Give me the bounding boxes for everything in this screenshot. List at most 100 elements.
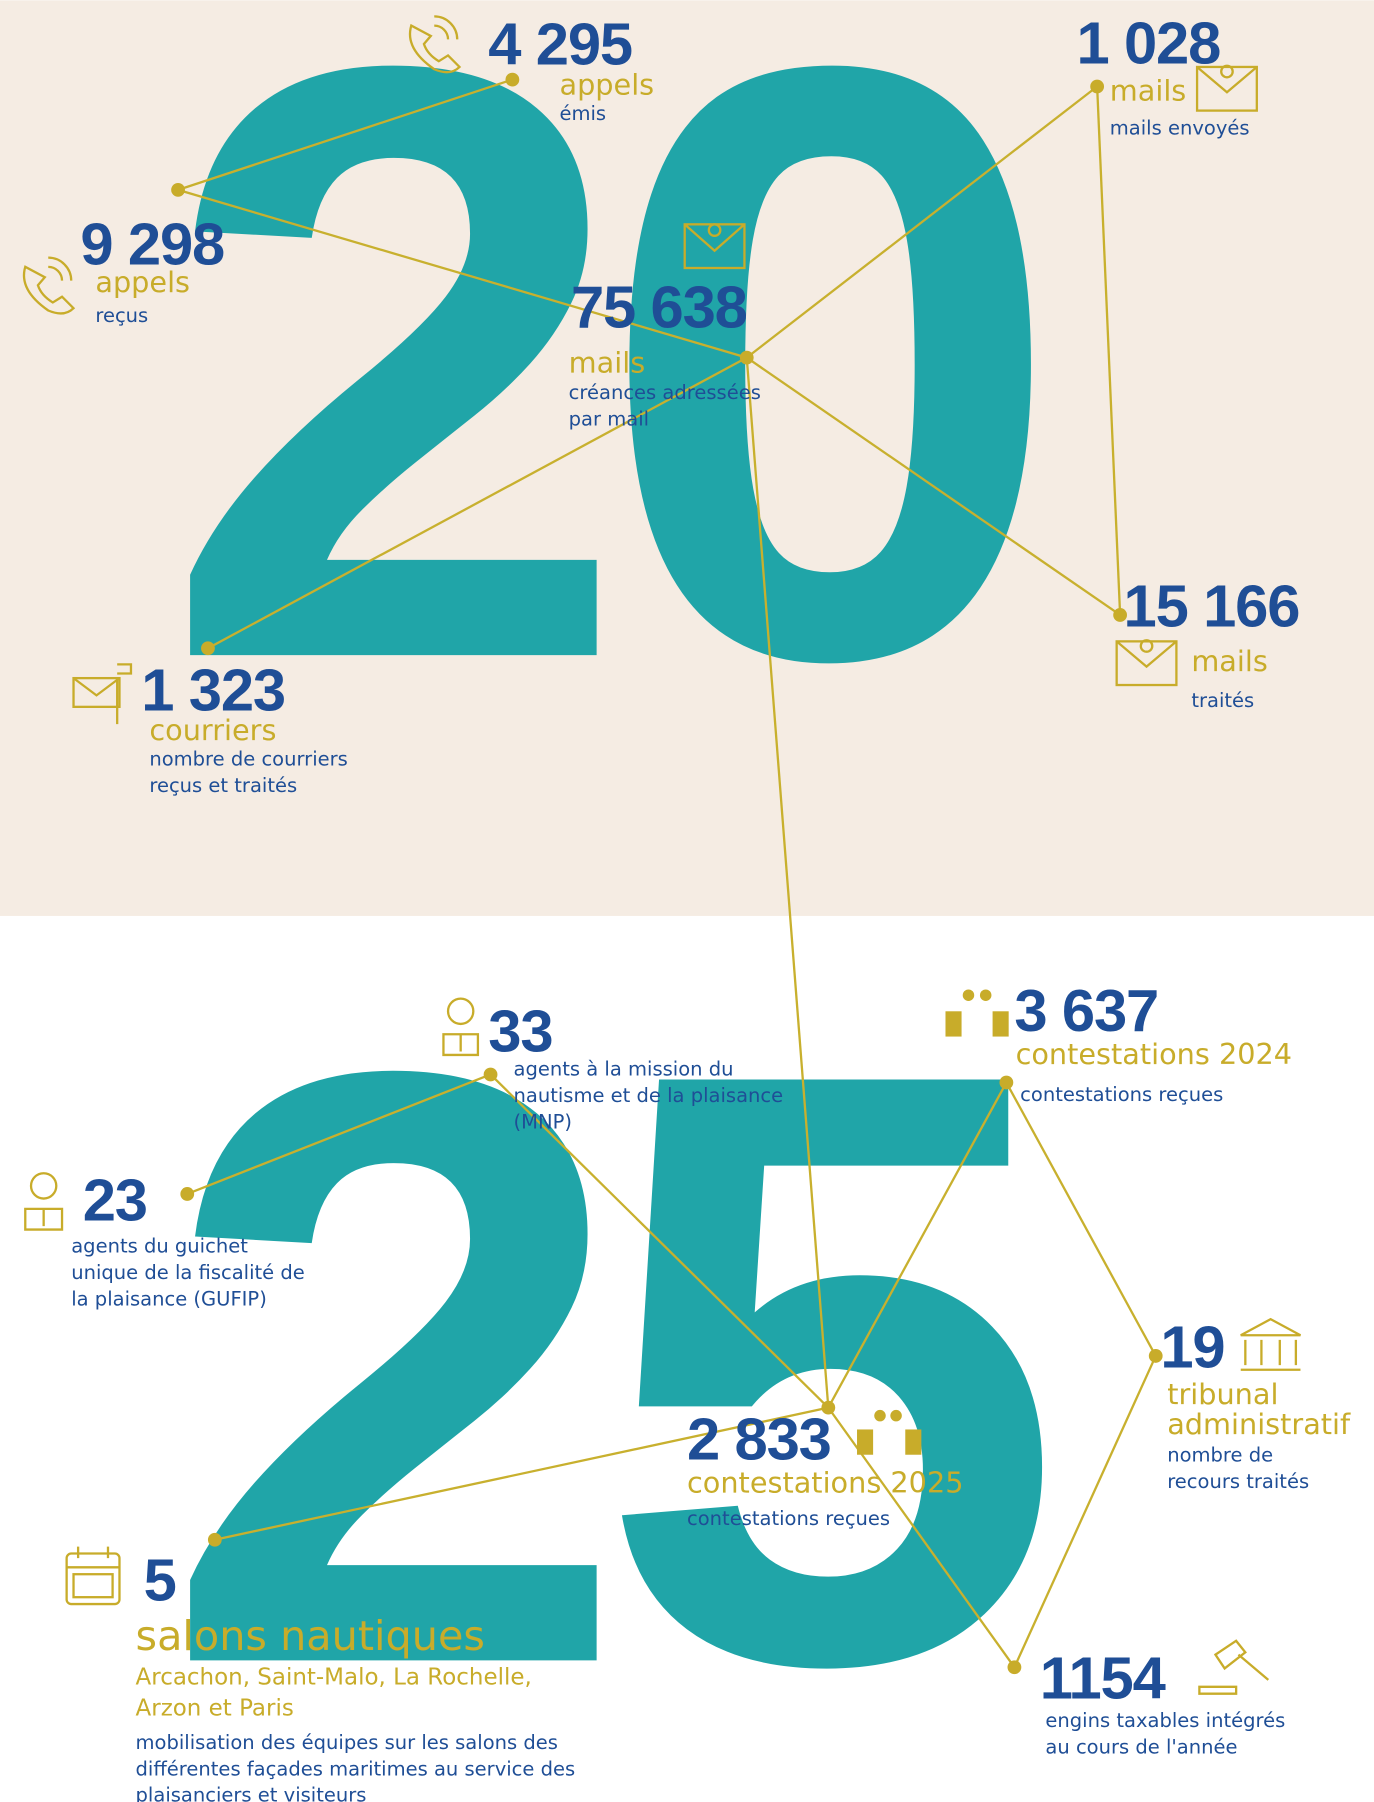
stat-label: administratif	[1167, 1407, 1351, 1441]
mailbox-icon	[72, 663, 133, 725]
connector	[489, 1073, 830, 1409]
stat-number: 1 323	[141, 656, 285, 723]
stat-description: recours traités	[1167, 1470, 1309, 1493]
agent-icon	[24, 1172, 64, 1231]
connector	[827, 1081, 1008, 1409]
connector	[186, 1073, 491, 1196]
node-dot	[201, 641, 215, 656]
top-background	[0, 0, 1374, 916]
node-dot	[1148, 1349, 1163, 1363]
stat-number: 33	[488, 997, 552, 1064]
envelope-icon	[1195, 64, 1258, 112]
connector	[1013, 1355, 1157, 1668]
stat-sublabel: Arcachon, Saint-Malo, La Rochelle,	[136, 1665, 532, 1691]
big-digits: 20	[161, 0, 1032, 834]
stat-description: unique de la fiscalité de	[71, 1261, 305, 1284]
stat-number: 19	[1160, 1313, 1224, 1380]
stat-label: mails	[1191, 644, 1268, 678]
connector	[746, 356, 1121, 616]
stat-description: agents du guichet	[71, 1235, 248, 1258]
stat-description: nombre de	[1167, 1444, 1273, 1467]
stat-label: mails	[569, 346, 646, 380]
stat-number: 5	[144, 1547, 176, 1614]
stat-description: différentes façades maritimes au service…	[136, 1757, 576, 1780]
stat-description: (MNP)	[514, 1110, 572, 1133]
stat-label: salons nautiques	[136, 1612, 485, 1660]
stat-description: au cours de l'année	[1045, 1735, 1237, 1758]
stat-description: mails envoyés	[1110, 117, 1250, 140]
stat-label: courriers	[149, 713, 276, 747]
node-dot	[999, 1075, 1014, 1090]
phone-icon	[408, 15, 462, 74]
stat-description: plaisanciers et visiteurs	[136, 1784, 367, 1802]
courthouse-icon	[1240, 1317, 1302, 1371]
phone-icon	[22, 256, 76, 315]
stat-description: la plaisance (GUFIP)	[71, 1287, 267, 1310]
stat: 15 166 mails traités	[1124, 572, 1301, 712]
stat-number: 15 166	[1124, 572, 1300, 639]
stat-number: 3 637	[1014, 977, 1158, 1044]
node-dot	[180, 1187, 195, 1201]
stat-description: nombre de courriers	[149, 747, 347, 770]
big-digits: 25	[161, 896, 1045, 1802]
connector	[177, 188, 748, 359]
gavel-icon	[1198, 1639, 1270, 1695]
stat-description: agents à la mission du	[514, 1058, 734, 1081]
envelope-icon	[1115, 639, 1178, 687]
meeting-icon	[945, 989, 1009, 1037]
stat-label: mails	[1110, 73, 1186, 107]
stat-label: tribunal	[1167, 1377, 1278, 1411]
stat-description: reçus et traités	[149, 774, 297, 797]
stat-description: engins taxables intégrés	[1045, 1709, 1285, 1732]
nodes	[171, 72, 1163, 1675]
stat-number: 75 638	[571, 274, 747, 341]
connector	[745, 357, 830, 1408]
stat-description: contestations reçues	[1020, 1083, 1223, 1106]
node-dot	[483, 1067, 498, 1082]
stat-description: nautisme et de la plaisance	[514, 1084, 784, 1107]
connector	[214, 1406, 829, 1541]
icons	[22, 15, 1302, 1695]
node-dot	[505, 72, 520, 87]
envelope-icon	[683, 223, 746, 270]
stat-description: reçus	[95, 304, 148, 327]
stat-description: traités	[1191, 689, 1254, 712]
connector	[1005, 1081, 1157, 1357]
agent-icon	[442, 997, 480, 1057]
stat-number: 23	[83, 1166, 147, 1233]
meeting-icon	[857, 1409, 922, 1455]
stat-label: appels	[559, 68, 654, 102]
stat-description: mobilisation des équipes sur les salons …	[136, 1731, 558, 1754]
stat-label: appels	[95, 265, 190, 299]
node-dot	[739, 350, 754, 365]
stat-number: 1154	[1040, 1644, 1166, 1711]
node-dot	[207, 1532, 222, 1547]
connector	[746, 85, 1098, 359]
stat-sublabel: Arzon et Paris	[136, 1696, 294, 1722]
node-dot	[821, 1400, 836, 1415]
stat-description: créances adressées	[569, 381, 761, 404]
connector	[177, 78, 513, 191]
connector	[207, 356, 748, 650]
stat-description: par mail	[569, 407, 649, 430]
stat-label: contestations 2024	[1016, 1037, 1293, 1071]
node-dot	[1113, 608, 1128, 622]
node-dot	[171, 182, 185, 197]
calendar-icon	[65, 1546, 121, 1606]
node-dot	[1090, 79, 1105, 94]
stat-description: contestations reçues	[687, 1507, 890, 1530]
node-dot	[1007, 1660, 1022, 1675]
connector	[1095, 86, 1122, 615]
